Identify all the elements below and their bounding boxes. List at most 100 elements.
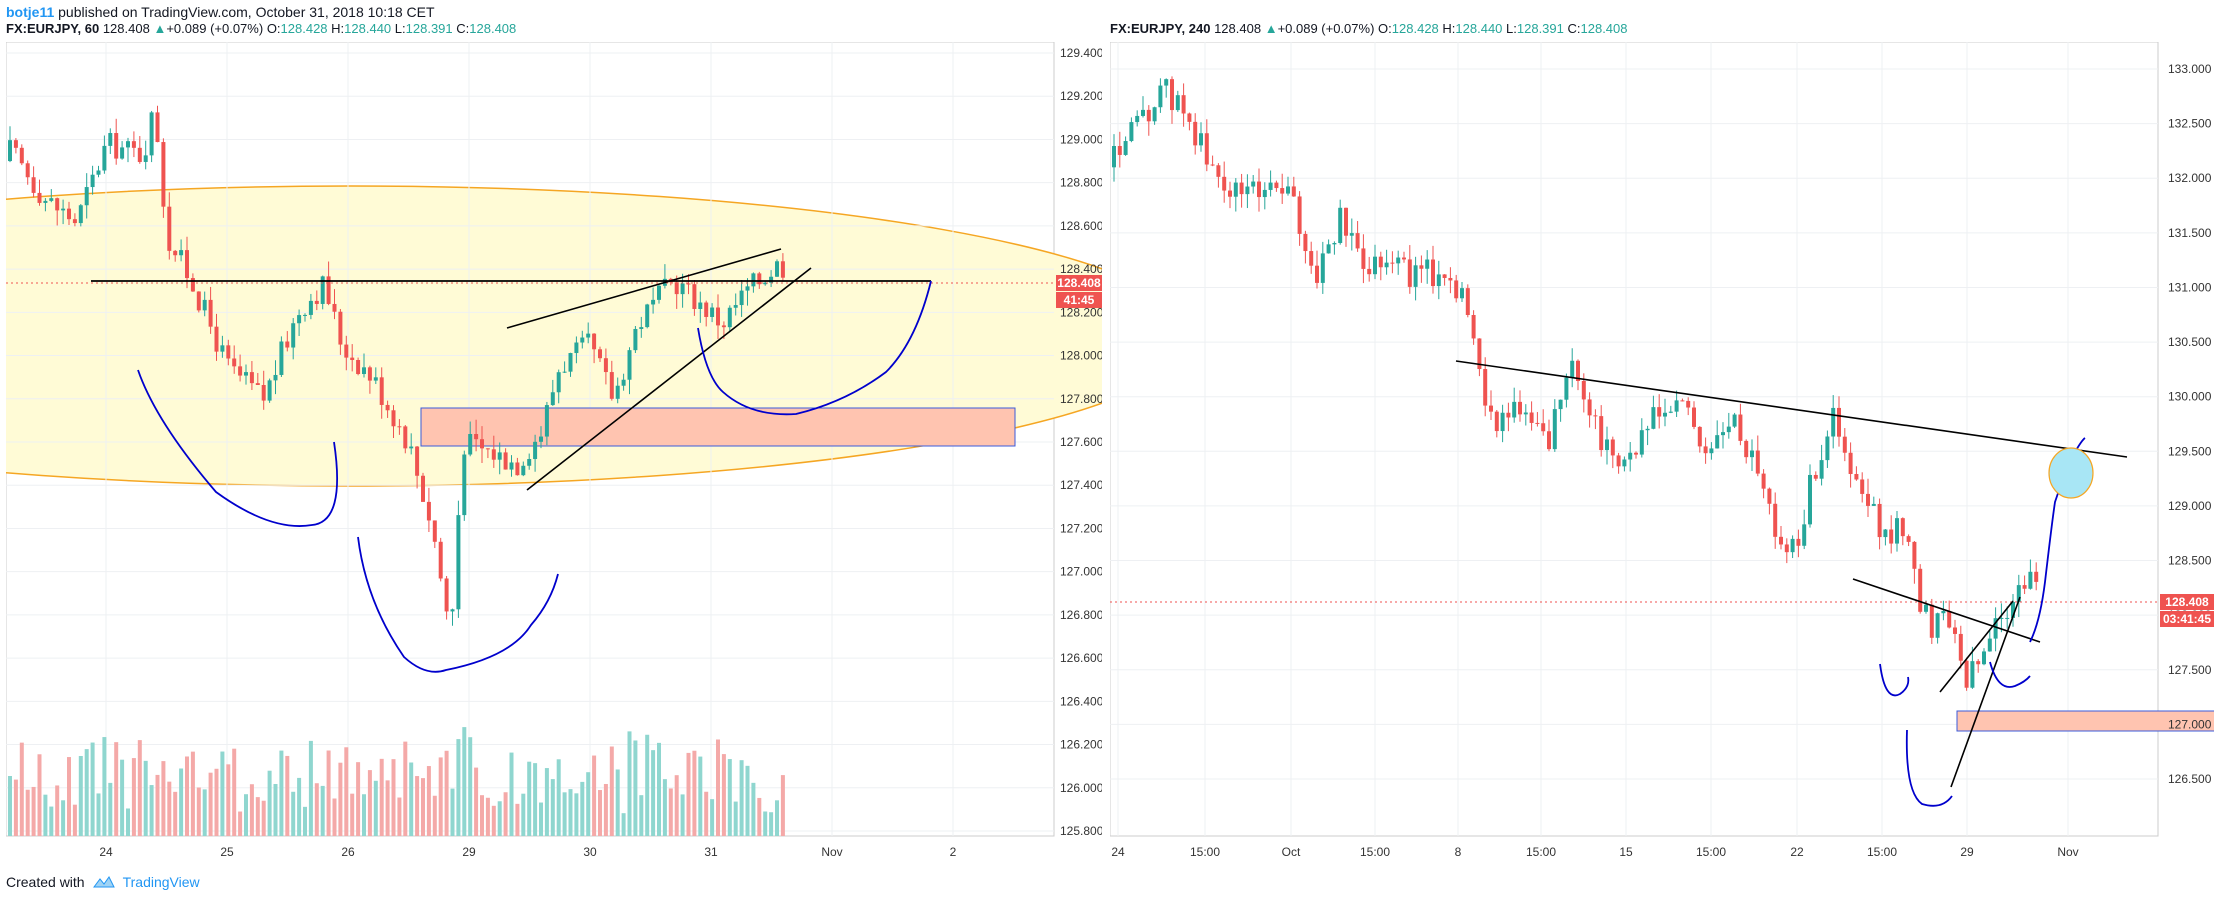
footer: Created with TradingView: [6, 874, 200, 890]
left-volume-bar: [143, 760, 148, 836]
right-candle-body: [1987, 638, 1992, 652]
left-candle-body: [291, 323, 296, 348]
left-volume-bar: [556, 759, 561, 836]
left-lower-trendline: [526, 267, 812, 491]
left-candle-body: [426, 501, 431, 521]
left-volume-bar: [426, 766, 431, 836]
right-rising-line-2: [1950, 596, 2021, 788]
right-candle-body: [1210, 164, 1215, 166]
left-y-tick-label: 127.400: [1060, 478, 1102, 492]
right-candle-body: [1454, 280, 1459, 299]
right-pane-header: FX:EURJPY, 240 128.408 ▲+0.089 (+0.07%) …: [1110, 21, 1628, 36]
left-x-tick-label: 25: [220, 845, 234, 859]
right-blue-curve-2: [1905, 729, 1953, 807]
tradingview-brand[interactable]: TradingView: [122, 874, 200, 890]
right-candle-body: [1506, 412, 1511, 418]
left-volume-bar: [385, 780, 390, 836]
right-x-tick-label: 15:00: [1867, 845, 1897, 859]
left-volume-bar: [232, 748, 237, 836]
right-candle-body: [1262, 189, 1267, 198]
right-candle-body: [1135, 115, 1140, 123]
right-candle-body: [1773, 503, 1778, 537]
right-price-axis[interactable]: 133.000 132.500 132.000 131.500 131.000 130.5…: [2168, 62, 2212, 786]
left-candle-body: [468, 433, 473, 455]
right-candle-body: [1199, 133, 1203, 146]
left-candle-body: [314, 300, 319, 304]
left-volume-bar: [19, 742, 24, 836]
left-volume-bar: [627, 731, 632, 836]
right-candle-body: [1257, 181, 1261, 198]
left-candle-body: [686, 283, 691, 285]
left-price-axis[interactable]: 129.400 129.200 129.000 128.800 128.600 128.4…: [1060, 46, 1102, 838]
right-candle-body: [1274, 182, 1279, 189]
left-candle-body: [279, 341, 284, 375]
left-volume-bar: [421, 778, 425, 836]
left-volume-bar: [285, 755, 290, 836]
left-candle-body: [580, 337, 585, 343]
left-volume-bar: [456, 739, 461, 836]
left-candle-body: [320, 276, 325, 304]
left-candle-body: [751, 273, 756, 287]
left-candle-body: [674, 282, 679, 295]
right-low-label: L:: [1506, 21, 1517, 36]
right-candle-body: [1320, 253, 1325, 283]
left-chart[interactable]: 129.400 129.200 129.000 128.800 128.600 128.4…: [6, 42, 1102, 864]
left-candle-body: [303, 314, 307, 316]
author-link[interactable]: botje11: [6, 4, 55, 20]
right-chart[interactable]: 133.000 132.500 132.000 131.500 131.000 130.5…: [1110, 42, 2214, 864]
left-volume-bar: [238, 811, 243, 836]
right-change: +0.089 (+0.07%): [1277, 21, 1375, 36]
left-volume-bar: [403, 741, 408, 836]
left-open-label: O:: [266, 21, 281, 36]
left-volume-bar: [550, 779, 555, 836]
left-change: +0.089 (+0.07%): [166, 21, 264, 36]
left-volume-bar: [190, 751, 195, 836]
left-high-label: H:: [331, 21, 345, 36]
right-candle-body: [1657, 407, 1662, 417]
right-candle-body: [1813, 474, 1818, 479]
right-candles: [1112, 76, 2039, 691]
left-volume-bar: [721, 754, 726, 836]
left-x-tick-label: 26: [341, 845, 355, 859]
left-y-tick-label: 128.000: [1060, 349, 1102, 363]
right-candle-body: [1355, 233, 1360, 249]
left-volume-bar: [161, 761, 166, 836]
left-symbol[interactable]: FX:EURJPY, 60: [6, 21, 100, 36]
right-x-tick-label: 15:00: [1526, 845, 1556, 859]
right-candle-body: [1576, 360, 1580, 381]
right-symbol[interactable]: FX:EURJPY, 240: [1110, 21, 1211, 36]
left-candle-body: [704, 302, 709, 317]
left-last-price: 128.408: [102, 21, 150, 36]
left-y-tick-label: 128.400: [1060, 262, 1102, 276]
left-volume-bar: [84, 749, 89, 836]
right-candle-body: [1744, 440, 1749, 458]
left-candle-body: [72, 219, 77, 224]
right-x-tick-label: 29: [1960, 845, 1974, 859]
left-volume-bar: [409, 762, 414, 836]
left-x-tick-label: 29: [462, 845, 476, 859]
left-volume-bar: [633, 740, 638, 836]
right-candle-body: [1407, 259, 1412, 287]
left-volume-bar: [391, 759, 396, 836]
right-candle-body: [2022, 585, 2027, 589]
right-plot-area[interactable]: [1110, 42, 2159, 837]
right-time-axis[interactable]: 24 15:00 Oct 15:00 8 15:00 15 15:00 22 15:00 29 Nov: [1111, 845, 2078, 859]
left-volume-bar: [680, 794, 685, 836]
right-candle-body: [2005, 617, 2010, 619]
left-volume-bar: [503, 792, 508, 836]
left-volume-bar: [208, 772, 213, 836]
right-candle-body: [1854, 473, 1859, 480]
left-candle-body: [261, 384, 266, 401]
right-descending-resistance: [1455, 360, 2128, 458]
left-volume-bar: [244, 794, 248, 836]
left-volume-bar: [751, 782, 756, 836]
left-candle-body: [37, 192, 42, 203]
left-time-axis[interactable]: 24 25 26 29 30 31 Nov 2: [99, 845, 956, 859]
right-candle-body: [1889, 529, 1894, 544]
right-candle-body: [1367, 268, 1372, 275]
right-candle-body: [1866, 493, 1870, 506]
left-volume-bar: [533, 763, 538, 836]
left-candle-body: [633, 328, 638, 351]
right-candle-body: [1918, 568, 1923, 612]
right-candle-body: [1419, 265, 1424, 269]
